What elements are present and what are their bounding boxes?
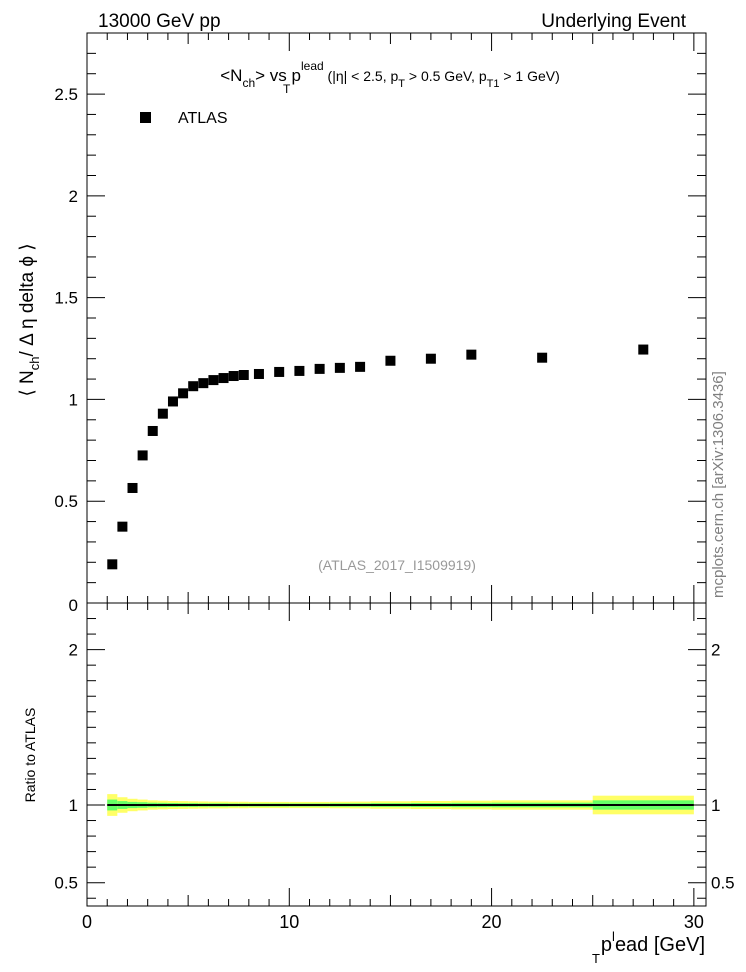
data-point <box>274 366 285 377</box>
data-point <box>107 559 118 570</box>
ratio-axis-ticks: 0.5 0.5 1 1 2 2 <box>54 602 735 906</box>
data-point <box>157 408 168 419</box>
x-tick-label: 30 <box>684 912 704 932</box>
y-tick-label-zero: 0 <box>69 596 78 615</box>
data-point <box>167 396 178 407</box>
data-point <box>334 362 345 373</box>
ratio-y-tick-label-right: 0.5 <box>711 874 735 893</box>
ratio-y-tick-label-left: 0.5 <box>54 874 78 893</box>
title-pt-subscript: T <box>283 82 291 96</box>
data-point <box>238 370 249 380</box>
x-tick-label: 20 <box>482 912 502 932</box>
data-point <box>355 361 366 372</box>
data-point <box>198 378 209 389</box>
data-point <box>466 349 477 360</box>
data-points-atlas <box>107 344 649 570</box>
data-point <box>147 425 158 436</box>
data-point <box>178 388 189 399</box>
data-point <box>253 368 264 379</box>
x-axis-label: plead [GeV] <box>601 929 705 956</box>
data-point <box>228 371 239 382</box>
y-tick-label: 0.5 <box>54 492 78 511</box>
data-point <box>137 450 148 461</box>
ratio-panel-frame <box>86 602 707 907</box>
y-tick-label: 2 <box>69 187 78 206</box>
ratio-y-tick-label-left: 2 <box>69 641 78 660</box>
main-axis-ticks: 0.5 1 1.5 2 2.5 <box>54 32 706 604</box>
legend-marker-atlas <box>140 112 151 123</box>
header-left: 13000 GeV pp <box>98 11 221 32</box>
data-point <box>385 355 396 366</box>
data-point <box>117 521 128 532</box>
header-right: Underlying Event <box>541 11 686 32</box>
y-axis-label: ⟨ Nch/ Δ η delta ϕ ⟩ <box>17 243 42 396</box>
data-point <box>638 344 649 355</box>
data-point <box>314 363 325 374</box>
y-tick-label: 2.5 <box>54 85 78 104</box>
data-point <box>294 365 305 376</box>
data-point <box>188 381 199 392</box>
data-point <box>208 375 219 386</box>
x-tick-label: 0 <box>82 912 92 932</box>
side-label: mcplots.cern.ch [arXiv:1306.3436] <box>710 371 727 598</box>
data-point <box>218 373 229 384</box>
ratio-y-tick-label-left: 1 <box>69 796 78 815</box>
y-tick-label: 1 <box>69 390 78 409</box>
x-tick-label: 10 <box>279 912 299 932</box>
data-point <box>425 353 436 364</box>
data-point <box>537 352 548 363</box>
ratio-y-tick-label-right: 1 <box>711 796 720 815</box>
analysis-watermark: (ATLAS_2017_I1509919) <box>318 557 476 573</box>
ratio-y-tick-label-right: 2 <box>711 641 720 660</box>
ratio-y-axis-label: Ratio to ATLAS <box>22 708 38 803</box>
x-axis-label-subscript: T <box>592 951 600 966</box>
chart-title: <Nch> vs plead (|η| < 2.5, pT > 0.5 GeV,… <box>220 59 560 90</box>
legend-label-atlas: ATLAS <box>178 110 228 127</box>
y-tick-label: 1.5 <box>54 289 78 308</box>
x-tick-labels: 0 10 20 30 <box>82 912 704 932</box>
data-point <box>127 482 138 493</box>
